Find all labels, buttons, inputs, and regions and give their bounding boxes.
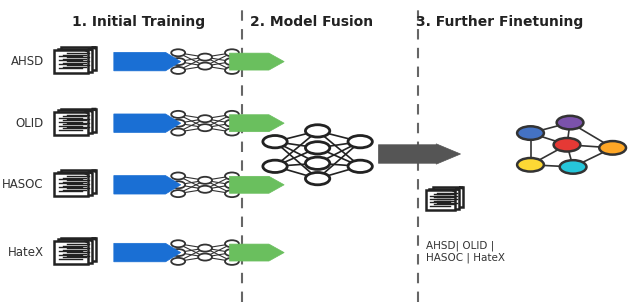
Circle shape — [172, 58, 185, 65]
FancyBboxPatch shape — [54, 241, 88, 264]
Polygon shape — [88, 240, 92, 241]
FancyBboxPatch shape — [61, 170, 95, 193]
FancyBboxPatch shape — [54, 173, 88, 197]
Circle shape — [172, 67, 185, 74]
Circle shape — [305, 172, 330, 185]
FancyBboxPatch shape — [58, 110, 92, 133]
Circle shape — [225, 172, 239, 180]
Circle shape — [263, 136, 287, 148]
Text: 2. Model Fusion: 2. Model Fusion — [250, 15, 373, 29]
Circle shape — [172, 190, 185, 197]
Polygon shape — [114, 52, 180, 71]
Circle shape — [172, 258, 185, 265]
Polygon shape — [92, 109, 95, 111]
Circle shape — [554, 138, 580, 152]
Circle shape — [172, 49, 185, 56]
Circle shape — [225, 128, 239, 136]
Polygon shape — [459, 187, 463, 189]
FancyBboxPatch shape — [433, 187, 463, 207]
Circle shape — [599, 141, 626, 155]
Polygon shape — [84, 173, 88, 175]
Circle shape — [198, 186, 212, 193]
Circle shape — [225, 190, 239, 197]
Circle shape — [172, 120, 185, 127]
Circle shape — [198, 63, 212, 70]
Text: 1. Initial Training: 1. Initial Training — [72, 15, 205, 29]
Polygon shape — [92, 47, 95, 49]
Polygon shape — [229, 176, 284, 193]
Circle shape — [172, 172, 185, 180]
Circle shape — [225, 240, 239, 247]
Polygon shape — [88, 110, 92, 112]
FancyBboxPatch shape — [54, 112, 88, 135]
FancyBboxPatch shape — [61, 238, 95, 261]
Text: 3. Further Finetuning: 3. Further Finetuning — [417, 15, 584, 29]
Circle shape — [225, 111, 239, 118]
Text: HateX: HateX — [8, 246, 44, 259]
Circle shape — [172, 181, 185, 188]
Polygon shape — [114, 243, 180, 262]
Circle shape — [198, 177, 212, 184]
Polygon shape — [88, 49, 92, 51]
Circle shape — [225, 58, 239, 65]
Circle shape — [225, 249, 239, 256]
Circle shape — [198, 253, 212, 261]
Polygon shape — [92, 170, 95, 172]
Circle shape — [305, 157, 330, 169]
Circle shape — [225, 120, 239, 127]
Circle shape — [263, 160, 287, 172]
Text: AHSD| OLID |
HASOC | HateX: AHSD| OLID | HASOC | HateX — [426, 240, 505, 263]
FancyBboxPatch shape — [61, 47, 95, 70]
Circle shape — [172, 249, 185, 256]
FancyBboxPatch shape — [54, 50, 88, 73]
FancyBboxPatch shape — [61, 109, 95, 132]
Circle shape — [560, 160, 586, 174]
Polygon shape — [456, 188, 459, 190]
Polygon shape — [452, 190, 455, 192]
Polygon shape — [229, 244, 284, 261]
Circle shape — [198, 124, 212, 131]
Circle shape — [225, 181, 239, 188]
FancyBboxPatch shape — [58, 240, 92, 262]
Circle shape — [172, 240, 185, 247]
FancyBboxPatch shape — [429, 188, 459, 209]
Circle shape — [198, 115, 212, 122]
FancyBboxPatch shape — [58, 172, 92, 195]
Polygon shape — [84, 50, 88, 52]
Polygon shape — [378, 144, 461, 164]
Circle shape — [172, 128, 185, 136]
Text: OLID: OLID — [15, 117, 44, 130]
FancyBboxPatch shape — [58, 49, 92, 72]
Polygon shape — [92, 238, 95, 240]
Circle shape — [305, 125, 330, 137]
Circle shape — [172, 111, 185, 118]
Circle shape — [517, 158, 544, 172]
Circle shape — [225, 49, 239, 56]
Polygon shape — [114, 114, 180, 132]
Polygon shape — [84, 112, 88, 114]
FancyBboxPatch shape — [426, 190, 455, 210]
Circle shape — [348, 136, 372, 148]
Circle shape — [557, 116, 584, 129]
Polygon shape — [84, 241, 88, 243]
Circle shape — [225, 258, 239, 265]
Polygon shape — [88, 172, 92, 174]
Text: AHSD: AHSD — [11, 55, 44, 68]
Polygon shape — [229, 115, 284, 132]
Text: HASOC: HASOC — [3, 178, 44, 191]
Circle shape — [305, 142, 330, 154]
Circle shape — [517, 126, 544, 140]
Circle shape — [198, 54, 212, 61]
Circle shape — [198, 245, 212, 252]
Polygon shape — [229, 53, 284, 70]
Polygon shape — [114, 176, 180, 194]
Circle shape — [225, 67, 239, 74]
Circle shape — [348, 160, 372, 172]
